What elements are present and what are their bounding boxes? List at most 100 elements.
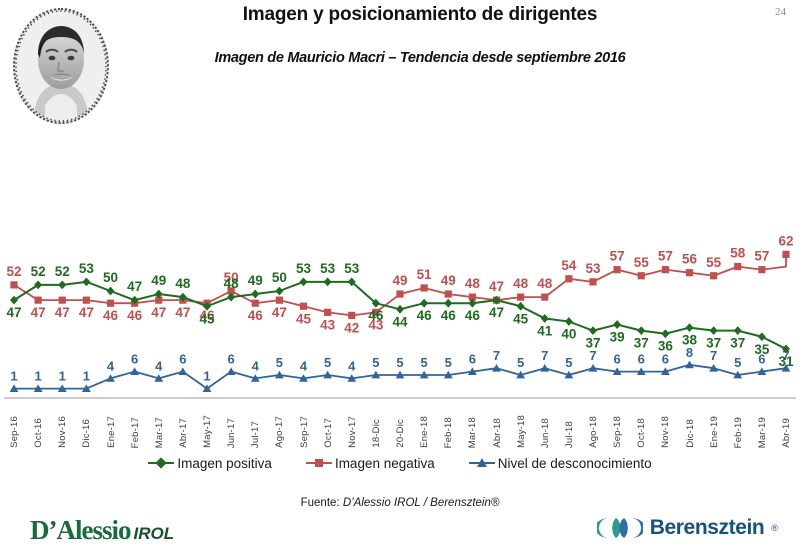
data-point-marker	[250, 374, 260, 382]
x-axis-tick-label: Dic-18	[684, 419, 696, 448]
data-point-marker	[81, 384, 91, 392]
data-point-marker	[685, 269, 694, 277]
logo-berensztein: Berensztein ®	[596, 516, 778, 540]
x-axis-tick-label: 18-Dic	[370, 419, 382, 448]
data-label: 44	[392, 314, 408, 329]
x-axis-tick-label: Oct-16	[33, 418, 45, 448]
data-point-marker	[251, 289, 260, 299]
data-label: 55	[634, 255, 650, 270]
data-point-marker	[444, 298, 453, 308]
data-label: 46	[368, 308, 384, 323]
x-axis-tick-label: Nov-18	[660, 416, 672, 448]
data-label: 7	[589, 348, 596, 363]
data-label: 48	[465, 276, 481, 291]
data-label: 47	[127, 279, 142, 294]
data-point-marker	[468, 293, 476, 301]
data-label: 1	[35, 369, 42, 384]
data-point-marker	[710, 272, 718, 280]
data-point-marker	[588, 364, 598, 372]
data-point-marker	[782, 250, 790, 258]
legend-item-positiva[interactable]: Imagen positiva	[148, 456, 272, 471]
data-label: 48	[513, 276, 529, 291]
data-label: 40	[561, 327, 576, 342]
page-title: Imagen y posicionamiento de dirigentes	[242, 4, 598, 25]
data-point-marker	[757, 367, 767, 375]
data-point-marker	[251, 299, 259, 307]
x-axis-tick-label: May-17	[202, 415, 213, 448]
data-label: 47	[6, 305, 21, 320]
x-axis-tick-label: Oct-18	[636, 418, 648, 448]
x-axis-tick-label: Abr-17	[177, 418, 189, 448]
data-point-marker	[10, 295, 18, 305]
data-label: 1	[203, 369, 210, 384]
data-point-marker	[323, 370, 333, 379]
data-point-marker	[323, 277, 332, 287]
data-point-marker	[299, 374, 308, 382]
x-axis-tick-label: Abr-18	[491, 418, 503, 448]
data-label: 45	[199, 311, 215, 326]
data-label: 42	[344, 320, 359, 335]
data-label: 5	[421, 355, 428, 370]
x-axis-tick-label: Oct-17	[322, 418, 334, 448]
data-label: 6	[469, 352, 476, 367]
data-label: 47	[55, 305, 70, 320]
data-label: 47	[79, 305, 94, 320]
data-label: 53	[344, 261, 360, 276]
data-label: 46	[248, 308, 264, 323]
x-axis-tick-label: May-18	[515, 415, 527, 448]
chart-legend: Imagen positiva Imagen negativa Nivel de…	[0, 452, 800, 474]
data-point-marker	[58, 296, 66, 304]
data-point-marker	[541, 293, 549, 301]
data-label: 57	[658, 249, 673, 264]
data-point-marker	[106, 299, 115, 307]
data-label: 52	[6, 264, 21, 279]
chart-plot-area: 1 1 1 1 4 6 4 6 1 6 4 5 4 5 4 5 5 5 5 6 7 5 7 5 7 6 6 6 8 7 5 6 7 52 47 47 4…	[0, 120, 800, 410]
data-label: 36	[658, 339, 674, 354]
data-label: 37	[706, 336, 721, 351]
data-label: 8	[686, 345, 693, 360]
data-point-marker	[299, 277, 308, 287]
legend-item-desconocimiento[interactable]: Nivel de desconocimiento	[468, 456, 652, 471]
x-axis-tick-label: Ene-18	[419, 416, 431, 448]
data-point-marker	[33, 384, 43, 392]
data-label: 7	[493, 348, 500, 363]
data-point-marker	[420, 298, 429, 308]
data-point-marker	[734, 263, 742, 271]
data-label: 5	[517, 355, 524, 370]
data-label: 48	[537, 276, 553, 291]
data-point-marker	[685, 323, 694, 332]
data-label: 1	[83, 369, 90, 384]
data-point-marker	[324, 308, 332, 316]
data-label: 6	[228, 352, 235, 367]
data-point-marker	[565, 275, 573, 283]
avatar	[13, 8, 109, 124]
data-label: 1	[10, 369, 17, 384]
x-axis-tick-label: Feb-17	[129, 416, 141, 448]
data-label: 53	[79, 261, 95, 276]
data-label: 37	[730, 336, 745, 351]
data-point-marker	[34, 280, 43, 290]
legend-label: Imagen negativa	[334, 455, 435, 471]
data-point-marker	[106, 286, 115, 296]
legend-item-negativa[interactable]: Imagen negativa	[305, 455, 435, 471]
x-axis-tick-label: Jul-18	[563, 420, 575, 448]
x-axis-tick-label: Mar-17	[153, 416, 165, 448]
data-label: 4	[348, 358, 356, 373]
x-axis-tick-label: Ene-19	[708, 416, 720, 448]
data-label: 52	[31, 264, 46, 279]
x-axis-tick-label: Mar-19	[756, 416, 768, 448]
data-point-marker	[155, 296, 163, 304]
data-point-marker	[612, 367, 622, 375]
legend-marker-triangle-icon	[468, 457, 495, 469]
data-label: 38	[682, 333, 698, 348]
data-point-marker	[371, 370, 381, 379]
data-point-marker	[564, 317, 573, 326]
series-line-negativa	[13, 254, 787, 317]
data-label: 5	[396, 355, 403, 370]
x-axis-tick-label: Jun-18	[539, 417, 551, 448]
data-label: 46	[441, 308, 457, 323]
data-label: 49	[392, 273, 407, 288]
data-point-marker	[468, 298, 477, 308]
data-point-marker	[10, 281, 18, 289]
data-point-marker	[372, 308, 380, 316]
